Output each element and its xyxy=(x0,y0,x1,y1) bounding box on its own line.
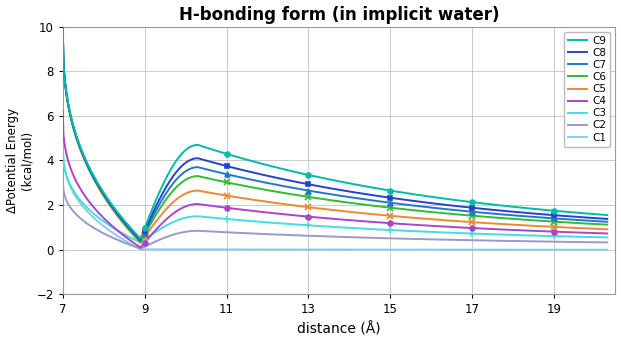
Line: C5: C5 xyxy=(63,26,607,243)
C6 xyxy=(137,240,144,244)
C1 xyxy=(406,248,414,252)
C3 xyxy=(528,234,536,238)
C5 xyxy=(473,220,480,224)
C2 xyxy=(407,237,414,241)
C3 xyxy=(473,232,480,236)
C7 xyxy=(604,220,611,224)
C7 xyxy=(528,215,536,219)
C2 xyxy=(59,176,66,180)
C4 xyxy=(137,246,144,250)
C6 xyxy=(376,205,383,209)
C7 xyxy=(376,199,383,203)
C7 xyxy=(390,201,397,205)
Line: C9: C9 xyxy=(63,26,607,238)
C7 xyxy=(137,239,144,243)
X-axis label: distance (Å): distance (Å) xyxy=(297,322,381,337)
C5 xyxy=(376,213,383,217)
C4 xyxy=(390,221,397,225)
C8 xyxy=(93,179,100,183)
C8 xyxy=(137,238,144,242)
C6 xyxy=(59,24,66,28)
C8 xyxy=(59,24,66,28)
Y-axis label: ΔPotential Energy
(kcal/mol): ΔPotential Energy (kcal/mol) xyxy=(6,108,34,213)
C6 xyxy=(407,208,414,212)
C5 xyxy=(407,215,414,220)
C7 xyxy=(473,210,480,214)
C8 xyxy=(390,196,397,200)
C9 xyxy=(376,187,383,191)
C4 xyxy=(93,208,100,212)
C6 xyxy=(528,218,536,222)
C6 xyxy=(93,181,100,185)
C6 xyxy=(604,223,611,227)
C5 xyxy=(93,182,100,186)
C9 xyxy=(59,24,66,28)
C5 xyxy=(604,227,611,231)
Legend: C9, C8, C7, C6, C5, C4, C3, C2, C1: C9, C8, C7, C6, C5, C4, C3, C2, C1 xyxy=(564,32,610,147)
C6 xyxy=(390,206,397,210)
C5 xyxy=(390,214,397,218)
C4 xyxy=(376,220,383,224)
C1 xyxy=(389,248,397,252)
C3 xyxy=(376,227,383,232)
C9 xyxy=(528,207,536,211)
C3 xyxy=(390,228,397,232)
C2 xyxy=(528,239,536,244)
C4 xyxy=(59,109,66,114)
Title: H-bonding form (in implicit water): H-bonding form (in implicit water) xyxy=(179,5,499,24)
C2 xyxy=(93,227,100,232)
C4 xyxy=(407,222,414,226)
C8 xyxy=(604,217,611,221)
C2 xyxy=(604,240,611,245)
C4 xyxy=(604,232,611,236)
C3 xyxy=(93,214,100,218)
C4 xyxy=(473,226,480,230)
C5 xyxy=(59,24,66,28)
C4 xyxy=(528,229,536,233)
C7 xyxy=(407,203,414,207)
C5 xyxy=(137,241,144,245)
C3 xyxy=(59,143,66,147)
C9 xyxy=(604,213,611,217)
Line: C2: C2 xyxy=(63,178,607,249)
C6 xyxy=(473,214,480,218)
C9 xyxy=(93,178,100,182)
C1 xyxy=(93,218,100,222)
C8 xyxy=(407,198,414,202)
Line: C1: C1 xyxy=(63,143,607,250)
Line: C4: C4 xyxy=(63,111,607,248)
C2 xyxy=(376,236,383,240)
C9 xyxy=(407,192,414,196)
C2 xyxy=(137,247,144,251)
C3 xyxy=(407,229,414,233)
C9 xyxy=(390,189,397,193)
Line: C8: C8 xyxy=(63,26,607,240)
C9 xyxy=(473,201,480,205)
C1 xyxy=(375,248,383,252)
Line: C6: C6 xyxy=(63,26,607,242)
C2 xyxy=(390,236,397,240)
C3 xyxy=(137,240,144,245)
C5 xyxy=(528,224,536,228)
Line: C3: C3 xyxy=(63,145,607,242)
C8 xyxy=(528,211,536,215)
C1 xyxy=(604,248,611,252)
C1 xyxy=(528,248,535,252)
C8 xyxy=(473,206,480,210)
C7 xyxy=(59,24,66,28)
C3 xyxy=(604,235,611,239)
C9 xyxy=(137,236,144,240)
C2 xyxy=(473,238,480,242)
Line: C7: C7 xyxy=(63,26,607,241)
C1 xyxy=(472,248,479,252)
C8 xyxy=(376,194,383,198)
C1 xyxy=(59,141,66,145)
C7 xyxy=(93,180,100,184)
